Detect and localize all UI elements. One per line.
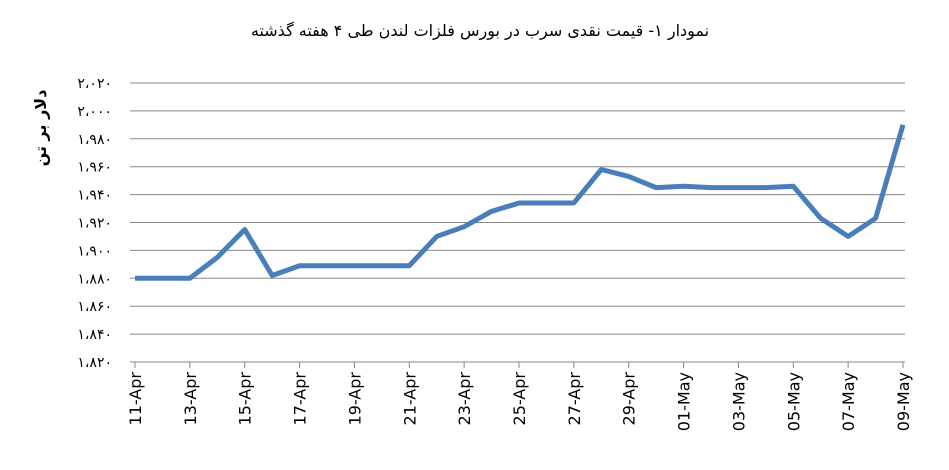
y-tick-label: ۱،۹۰۰: [77, 243, 112, 259]
x-tick-label: 21-Apr: [400, 372, 419, 426]
x-tick-label: 29-Apr: [620, 372, 639, 426]
y-axis-label: دلار بر تن: [31, 90, 50, 167]
y-tick-label: ۱،۹۴۰: [77, 188, 112, 204]
x-tick-label: 01-May: [675, 372, 694, 431]
y-tick-label: ۲،۰۰۰: [77, 104, 112, 120]
y-tick-label: ۲،۰۲۰: [77, 76, 112, 92]
x-tick-label: 17-Apr: [291, 372, 310, 426]
y-tick-label: ۱،۹۶۰: [77, 160, 112, 176]
y-tick-label: ۱،۸۶۰: [77, 299, 112, 315]
x-tick-label: 19-Apr: [345, 372, 364, 426]
x-tick-label: 25-Apr: [510, 372, 529, 426]
y-tick-label: ۱،۸۲۰: [77, 355, 112, 371]
x-tick-label: 15-Apr: [236, 372, 255, 426]
y-tick-label: ۱،۸۸۰: [77, 271, 112, 287]
line-series: [135, 124, 906, 281]
y-tick-label: ۱،۹۸۰: [77, 132, 112, 148]
x-tick-label: 07-May: [839, 372, 858, 431]
x-tick-label: 05-May: [784, 372, 803, 431]
x-tick-label: 13-Apr: [181, 372, 200, 426]
chart-title: نمودار ۱- قیمت نقدی سرب در بورس فلزات لن…: [251, 21, 709, 41]
x-tick-label: 09-May: [894, 372, 913, 431]
y-tick-label: ۱،۸۴۰: [77, 327, 112, 343]
x-tick-label: 11-Apr: [126, 372, 145, 426]
x-tick-label: 03-May: [729, 372, 748, 431]
x-tick-label: 23-Apr: [455, 372, 474, 426]
x-tick-label: 27-Apr: [565, 372, 584, 426]
y-tick-label: ۱،۹۲۰: [77, 216, 112, 232]
